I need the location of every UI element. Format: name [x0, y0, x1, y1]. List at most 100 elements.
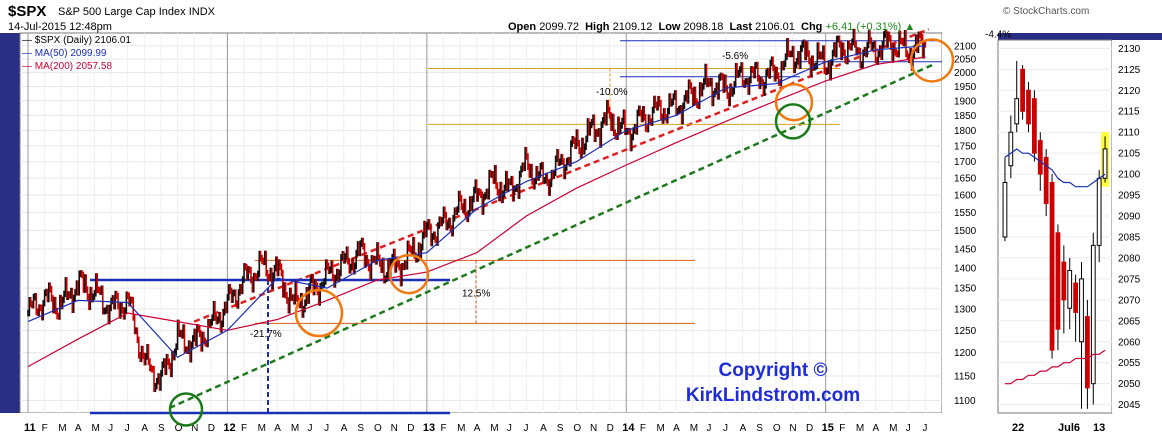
inset-ma50-line: [1004, 148, 1106, 188]
candle-body: [1002, 181, 1008, 238]
main-x-tick-label: A: [474, 423, 481, 434]
main-x-tick-label: J: [507, 423, 512, 434]
main-x-tick-label: O: [374, 423, 382, 434]
inset-y-tick-label: 2125: [1118, 65, 1141, 76]
inset-y-tick-label: 2060: [1118, 337, 1141, 348]
candle-body: [1096, 177, 1102, 246]
main-x-tick-label: 11: [24, 422, 36, 434]
main-y-tick-label: 1300: [954, 304, 977, 315]
legend-ma200-text: MA(200) 2057.58: [34, 61, 113, 72]
main-x-tick-label: J: [308, 423, 313, 434]
inset-y-tick-label: 2095: [1118, 191, 1141, 202]
main-x-tick-label: J: [706, 423, 711, 434]
green-circle-2014-oct: [774, 103, 812, 140]
exchange-label: INDX: [188, 6, 215, 18]
main-y-axis-panel: [942, 33, 998, 413]
last-value: 2106.01: [755, 21, 795, 33]
main-x-tick-label: 13: [423, 422, 435, 434]
inset-y-tick-label: 2055: [1118, 358, 1141, 369]
main-y-tick-label: 1950: [954, 82, 977, 93]
low-value: 2098.18: [683, 21, 724, 33]
inset-x-tick-label: Jul6: [1058, 422, 1080, 434]
x-axis-band: [0, 413, 1162, 442]
candle-body: [1085, 316, 1090, 389]
main-x-tick-label: A: [673, 423, 680, 434]
inset-ma200-line: [1004, 349, 1106, 385]
main-x-tick-label: O: [175, 423, 183, 434]
copyright-notice: Copyright © KirkLindstrom.com: [668, 358, 878, 408]
main-y-tick-label: 1500: [954, 226, 977, 237]
inset-x-tick-label: 22: [1012, 422, 1024, 434]
annotation-drawdown-2014: -10.0%: [596, 87, 628, 98]
main-x-tick-label: J: [922, 423, 927, 434]
main-x-tick-label: 14: [622, 422, 635, 434]
inset-y-tick-label: 2070: [1118, 295, 1141, 306]
main-y-tick-label: 1200: [954, 348, 977, 359]
inset-y-tick-label: 2080: [1118, 253, 1141, 264]
candle-body: [1008, 131, 1014, 167]
annotation-rally-2012: 12.5%: [462, 288, 490, 299]
main-x-tick-label: A: [873, 423, 880, 434]
candle-body: [1043, 156, 1049, 204]
inset-y-tick-label: 2090: [1118, 212, 1141, 223]
brand-label[interactable]: © StockCharts.com: [1003, 6, 1090, 17]
inset-y-tick-label: 2085: [1118, 232, 1141, 243]
main-x-tick-label: A: [274, 423, 281, 434]
candle-body: [1032, 98, 1037, 154]
up-arrow-icon: ▲: [904, 21, 916, 33]
chg-value: +6.41 (+0.31%): [825, 21, 902, 33]
main-x-tick-label: D: [607, 423, 614, 434]
main-x-tick-label: A: [540, 423, 547, 434]
orange-circle-2014-oct: [774, 82, 814, 122]
inset-y-tick-label: 2120: [1118, 86, 1141, 97]
main-x-tick-label: F: [839, 423, 845, 434]
legend-ma50-text: MA(50) 2099.99: [34, 48, 107, 59]
main-y-tick-label: 1450: [954, 244, 977, 255]
inset-x-tick-label: 13: [1093, 422, 1105, 434]
main-y-tick-label: 1350: [954, 284, 977, 295]
main-x-tick-label: M: [58, 423, 66, 434]
main-x-tick-label: N: [391, 423, 398, 434]
main-x-tick-label: M: [690, 423, 698, 434]
main-x-tick-label: F: [640, 423, 646, 434]
green-circle-2011: [168, 392, 204, 427]
orange-circle-2012-nov: [388, 253, 430, 295]
inset-y-tick-label: 2075: [1118, 274, 1141, 285]
main-y-tick-label: 1900: [954, 96, 977, 107]
main-x-tick-label: S: [756, 423, 763, 434]
main-x-tick-label: F: [241, 423, 247, 434]
main-y-tick-label: 1800: [954, 126, 977, 137]
main-x-tick-label: J: [524, 423, 529, 434]
main-y-tick-label: 1250: [954, 326, 977, 337]
inset-y-tick-label: 2105: [1118, 149, 1141, 160]
main-x-tick-label: M: [291, 423, 299, 434]
main-x-tick-label: J: [324, 423, 329, 434]
main-x-tick-label: J: [723, 423, 728, 434]
main-x-tick-label: S: [158, 423, 165, 434]
main-x-tick-label: O: [573, 423, 581, 434]
candle-body: [1014, 98, 1020, 125]
open-label: Open: [508, 21, 537, 33]
main-x-tick-label: J: [125, 423, 130, 434]
main-x-tick-label: D: [407, 423, 414, 434]
index-description: S&P 500 Large Cap Index INDX: [58, 6, 215, 18]
candle-body: [1020, 68, 1025, 112]
main-x-tick-label: M: [91, 423, 99, 434]
main-x-tick-label: D: [806, 423, 813, 434]
inset-y-tick-label: 2110: [1118, 128, 1140, 139]
main-x-tick-label: M: [457, 423, 465, 434]
candle-body: [1037, 140, 1043, 175]
main-x-tick-label: F: [440, 423, 446, 434]
open-value: 2099.72: [539, 21, 579, 33]
upper-channel-line: [193, 28, 930, 323]
main-x-tick-label: S: [357, 423, 364, 434]
candle-body: [1102, 148, 1108, 179]
main-y-tick-label: 1100: [954, 396, 976, 407]
main-y-tick-label: 1700: [954, 157, 977, 168]
main-x-tick-label: F: [42, 423, 48, 434]
candle-body: [1055, 232, 1061, 330]
main-y-tick-label: 1150: [954, 372, 976, 383]
legend-price-text: $SPX (Daily) 2106.01: [34, 35, 131, 46]
copyright-line1: Copyright ©: [718, 360, 828, 381]
high-label: High: [585, 21, 610, 33]
